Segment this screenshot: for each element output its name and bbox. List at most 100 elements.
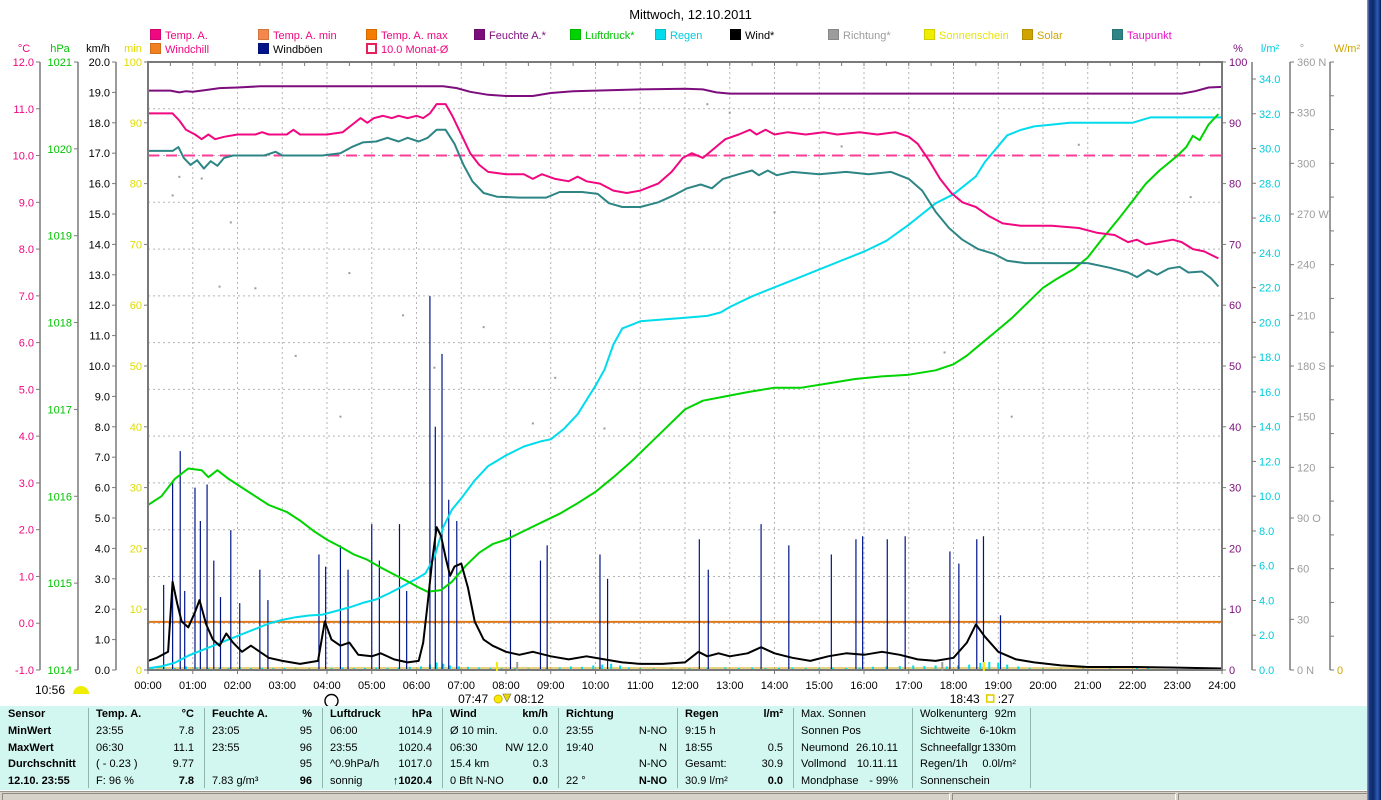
axis-tick-label: 0 N — [1297, 665, 1314, 677]
series-wind — [147, 526, 1223, 670]
table-row: 7.83 g/m³ 96 — [204, 773, 322, 790]
cell-value: 95 — [299, 758, 312, 771]
x-axis-label: 10:00 — [582, 680, 610, 692]
x-axis-label: 14:00 — [761, 680, 789, 692]
cell-value: 96 — [299, 775, 312, 788]
sensor-summary-table: Sensor MinWert MaxWert Durchschnitt 12.10. 2… — [0, 706, 1367, 790]
table-row: 19:40 N — [558, 740, 677, 757]
window-resize-edge[interactable] — [1367, 0, 1381, 800]
legend-swatch-temp-a-max-icon — [366, 29, 377, 40]
table-column-separator — [322, 708, 323, 788]
table-column-pairs: Wolkenunterg 92m Sichtweite 6-10km Schneefal… — [912, 706, 1030, 790]
legend-label: Temp. A. max — [381, 30, 448, 42]
table-row: Max. Sonnen31,249° — [793, 706, 912, 723]
table-column-separator — [912, 708, 913, 788]
axis-tick-label: 30 — [130, 483, 142, 495]
cell-value: 11.1 — [173, 741, 194, 754]
table-row: N-NO — [558, 756, 677, 773]
legend-swatch-feuchte-a-icon — [474, 29, 485, 40]
cell-value: 30.9 — [761, 758, 783, 771]
axis-tick-label: 10.0 — [13, 151, 34, 163]
axis-tick-label: 30 — [1297, 614, 1309, 626]
axis-tick-label: 18.0 — [1259, 352, 1280, 364]
axis-tick-label: 16.0 — [89, 179, 110, 191]
column-header: Richtung — [566, 708, 614, 720]
legend-item-taupunkt: Taupunkt — [1112, 29, 1172, 42]
legend-item-feuchte-a: Feuchte A.* — [474, 29, 546, 42]
series-luftdruck — [147, 113, 1220, 593]
axis-header-w-m: W/m² — [1334, 43, 1361, 55]
cell-label: Max. Sonnen — [801, 708, 866, 720]
cell-value: 0.3 — [532, 758, 548, 771]
table-column-separator — [558, 708, 559, 788]
cell-label: Regen/1h — [920, 758, 968, 771]
status-bar-segment — [2, 793, 950, 800]
axis-km-h: km/h 20.0 19.0 18.0 17.0 16.0 15.0 14.0 13.0 12.0… — [86, 43, 117, 677]
axis-tick-label: 4.0 — [95, 543, 110, 555]
series-feuchte-a — [148, 85, 1223, 97]
axis-tick-label: 0 — [1337, 665, 1343, 677]
cell-label: Schneefallgr — [920, 741, 982, 754]
cell-value: 96 — [299, 741, 312, 754]
moonset-time: 10:56 — [35, 683, 66, 697]
cell-value: 26.10.11 — [855, 741, 898, 754]
legend-label: Solar — [1037, 30, 1063, 42]
axis-tick-label: 2.0 — [1259, 630, 1274, 642]
axis-tick-label: 9.0 — [19, 197, 34, 209]
axis-tick-label: 10.0 — [1259, 491, 1280, 503]
table-row: 9:15 h — [677, 723, 793, 740]
cell-label: 19:40 — [566, 741, 594, 754]
axis-tick-label: 14.0 — [89, 239, 110, 251]
cell-label: Mondphase — [801, 775, 859, 788]
dawn-arrow-icon — [502, 693, 512, 703]
legend-item-wind: Wind* — [730, 29, 774, 42]
table-row: 18:55 0.5 — [677, 740, 793, 757]
cell-value: 0.0 — [532, 775, 548, 788]
table-row: 95 — [204, 756, 322, 773]
cell-value: N-NO — [638, 775, 667, 788]
axis-tick-label: 3.0 — [19, 478, 34, 490]
cell-label: Sonnen Pos — [801, 724, 861, 737]
legend-swatch-taupunkt-icon — [1112, 29, 1123, 40]
cell-value: N — [659, 741, 667, 754]
axis-tick-label: 1016 — [48, 491, 72, 503]
x-axis-label: 09:00 — [537, 680, 565, 692]
axis-tick-label: 13.0 — [89, 270, 110, 282]
axis-tick-label: 210 — [1297, 310, 1315, 322]
table-column-separator — [677, 708, 678, 788]
grid-lines — [148, 62, 1222, 670]
legend-label: Regen — [670, 30, 703, 42]
axis-tick-label: 24.0 — [1259, 248, 1280, 260]
x-axis-label: 11:00 — [627, 680, 654, 692]
axis-tick-label: 1015 — [48, 578, 72, 590]
legend-swatch-regen-icon — [655, 29, 666, 40]
axis-tick-label: 14.0 — [1259, 422, 1280, 434]
x-axis-label: 20:00 — [1029, 680, 1057, 692]
table-row: 23:55 96 — [204, 740, 322, 757]
axis-tick-label: 150 — [1297, 412, 1315, 424]
legend-label: Taupunkt — [1127, 30, 1172, 42]
axis-tick-label: 34.0 — [1259, 74, 1280, 86]
sunrise-time: 07:47 — [458, 692, 488, 706]
axis-: ° 360 N 330 300 270 W 240 210 180 S 150 120 90 O 60… — [1289, 43, 1329, 677]
axis-tick-label: 180 S — [1297, 361, 1326, 373]
cell-label: 06:00 — [330, 724, 358, 737]
axis-header-: % — [1233, 43, 1243, 55]
axis-tick-label: 8.0 — [1259, 526, 1274, 538]
axis-tick-label: 6.0 — [95, 483, 110, 495]
axis-tick-label: 16.0 — [1259, 387, 1280, 399]
cell-value: 1014.9 — [398, 724, 432, 737]
cell-label: Neumond — [801, 741, 849, 754]
cell-label: 06:30 — [96, 741, 124, 754]
axis-tick-label: 20 — [1229, 543, 1241, 555]
axis-tick-label: 3.0 — [95, 574, 110, 586]
axis-header-l-m: l/m² — [1261, 43, 1280, 55]
dawn-time: 08:12 — [514, 692, 544, 706]
status-bar-segment — [952, 793, 1176, 800]
x-axis-label: 06:00 — [403, 680, 431, 692]
axis-tick-label: 100 — [1229, 57, 1247, 69]
axis-tick-label: 1014 — [48, 665, 72, 677]
cell-label: 06:30 — [450, 741, 478, 754]
axis-tick-label: 1.0 — [19, 571, 34, 583]
